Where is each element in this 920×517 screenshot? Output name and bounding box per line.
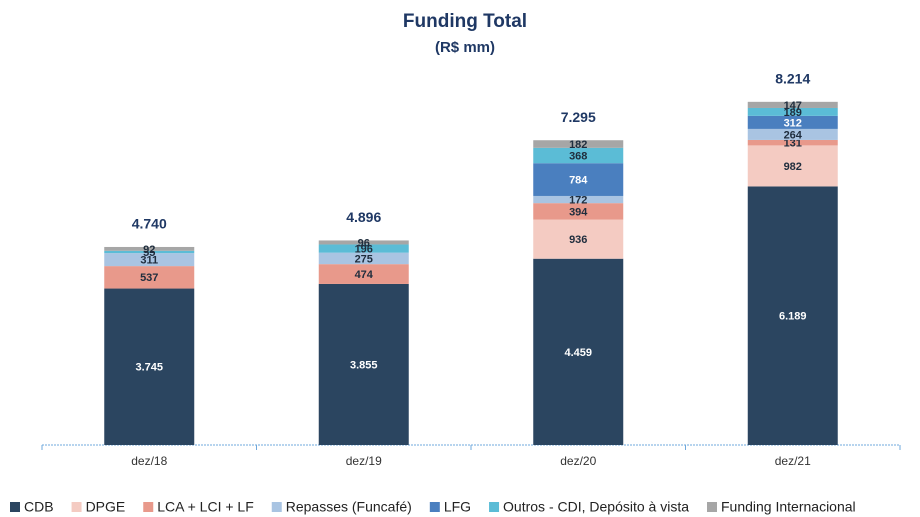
- total-label: 4.740: [132, 216, 167, 232]
- bar-segment: [533, 147, 624, 164]
- legend-swatch: [489, 502, 500, 512]
- bar-segment: [318, 244, 409, 253]
- data-label: 936: [569, 234, 587, 246]
- bar-segment: [318, 252, 409, 265]
- bar-segment: [104, 250, 195, 254]
- chart-title: Funding Total: [403, 11, 527, 32]
- data-label: 784: [569, 174, 588, 186]
- bar-segment: [747, 128, 838, 140]
- data-label: 394: [569, 206, 588, 218]
- x-tick-label: dez/18: [131, 454, 167, 468]
- total-label: 4.896: [346, 209, 381, 225]
- data-label: 189: [784, 107, 802, 119]
- total-label: 7.295: [561, 109, 596, 125]
- data-label: 982: [784, 161, 802, 173]
- bar-segment: [533, 163, 624, 196]
- legend-swatch: [707, 502, 717, 512]
- legend-swatch: [71, 502, 82, 512]
- x-tick-label: dez/19: [346, 454, 382, 468]
- data-label: 172: [569, 194, 587, 206]
- chart-subtitle: (R$ mm): [435, 39, 495, 56]
- bar-segment: [318, 240, 409, 245]
- bar-segment: [104, 253, 195, 267]
- data-label: 312: [784, 117, 802, 129]
- legend-label: LCA + LCI + LF: [157, 499, 254, 515]
- x-tick-label: dez/20: [560, 454, 596, 468]
- data-label: 3.855: [350, 359, 378, 371]
- bar-segment: [533, 140, 624, 148]
- data-label: 147: [784, 100, 802, 112]
- data-label: 196: [355, 243, 373, 255]
- legend-label: DPGE: [86, 499, 126, 515]
- bar-segment: [747, 139, 838, 146]
- x-tick-label: dez/21: [775, 454, 811, 468]
- data-label: 3.745: [135, 362, 163, 374]
- data-label: 311: [140, 255, 158, 267]
- data-label: 474: [355, 269, 374, 281]
- data-label: 6.189: [779, 311, 807, 323]
- bar-segment: [747, 186, 838, 446]
- legend-swatch: [271, 502, 282, 512]
- bar-segment: [318, 283, 409, 445]
- legend-label: LFG: [444, 499, 471, 515]
- bar-segment: [747, 145, 838, 187]
- data-label: 55: [143, 247, 155, 259]
- data-label: 4.459: [564, 347, 592, 359]
- legend-swatch: [143, 502, 154, 512]
- legend-label: Repasses (Funcafé): [286, 499, 412, 515]
- total-label: 8.214: [775, 71, 810, 87]
- bar-segment: [747, 115, 838, 129]
- bar-segment: [104, 246, 195, 251]
- legend-label: Outros - CDI, Depósito à vista: [503, 499, 689, 515]
- legend-swatch: [429, 502, 440, 512]
- bar-segment: [747, 101, 838, 108]
- bar-segment: [104, 288, 195, 445]
- data-label: 368: [569, 150, 587, 162]
- data-label: 182: [569, 139, 587, 151]
- bar-segment: [533, 195, 624, 204]
- bar-segment: [533, 219, 624, 259]
- bar-segment: [533, 258, 624, 445]
- bar-segment: [533, 203, 624, 220]
- data-label: 92: [143, 244, 155, 256]
- legend-label: Funding Internacional: [721, 499, 856, 515]
- bar-segment: [104, 266, 195, 289]
- bar-segment: [318, 264, 409, 284]
- legend-label: CDB: [24, 499, 54, 515]
- data-label: 131: [784, 138, 802, 150]
- bar-segment: [747, 107, 838, 116]
- data-label: 264: [784, 129, 803, 141]
- data-label: 275: [355, 253, 373, 265]
- legend-swatch: [10, 502, 20, 512]
- data-label: 537: [140, 272, 158, 284]
- data-label: 96: [358, 237, 370, 249]
